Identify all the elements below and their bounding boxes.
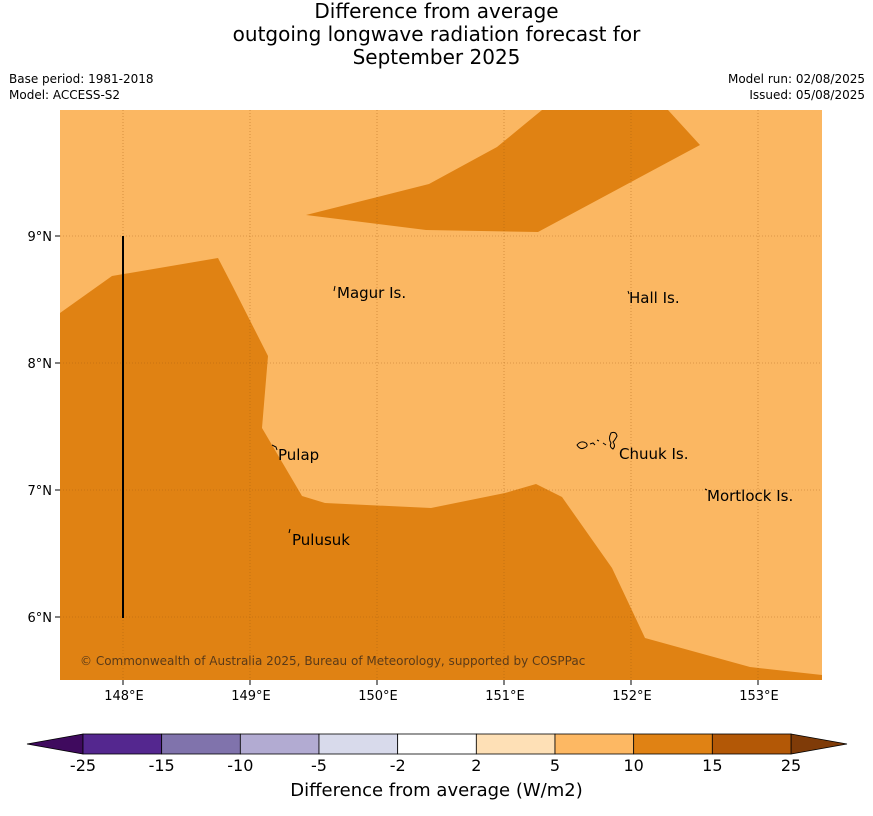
colorbar-tick-label: -10 xyxy=(227,756,253,775)
lon-tick-label: 149°E xyxy=(231,689,271,704)
issued-date: Issued: 05/08/2025 xyxy=(749,88,865,102)
island-magur-icon xyxy=(333,285,336,292)
anomaly-region-north xyxy=(306,110,700,232)
latitude-labels: 9°N 8°N 7°N 6°N xyxy=(28,230,53,626)
colorbar-tick-label: 15 xyxy=(702,756,722,775)
island-pulusuk-icon xyxy=(288,528,291,534)
island-mortlock-icon xyxy=(704,488,708,491)
colorbar-tick-label: -25 xyxy=(70,756,96,775)
place-label: Chuuk Is. xyxy=(619,445,688,463)
lon-tick-label: 151°E xyxy=(485,689,525,704)
title-line-1: Difference from average xyxy=(314,0,559,23)
base-period: Base period: 1981-2018 xyxy=(9,72,154,86)
island-hall-icon xyxy=(627,290,630,295)
place-label: Magur Is. xyxy=(337,284,406,302)
longitude-labels: 148°E 149°E 150°E 151°E 152°E 153°E xyxy=(104,689,779,704)
colorbar-swatch xyxy=(475,733,556,755)
colorbar-swatch xyxy=(554,733,635,755)
colorbar-tick-label: -15 xyxy=(149,756,175,775)
island-chuuk-icon xyxy=(576,431,618,450)
place-label: Pulusuk xyxy=(292,531,350,549)
model-name: Model: ACCESS-S2 xyxy=(9,88,121,102)
lat-tick-label: 9°N xyxy=(28,230,53,245)
colorbar-swatch xyxy=(397,733,477,755)
colorbar-swatch xyxy=(239,733,320,755)
island-outlines xyxy=(271,285,708,534)
place-label: Mortlock Is. xyxy=(707,487,793,505)
island-pulap-icon xyxy=(271,444,278,451)
meta-left: Base period: 1981-2018 Model: ACCESS-S2 xyxy=(9,71,154,103)
title-line-2: outgoing longwave radiation forecast for xyxy=(232,22,641,46)
model-run: Model run: 02/08/2025 xyxy=(727,72,865,86)
lat-tick-label: 8°N xyxy=(28,357,53,372)
anomaly-region-main xyxy=(60,258,822,680)
colorbar-extend-low xyxy=(26,733,84,755)
place-label: Pulap xyxy=(278,446,319,464)
colorbar-label: Difference from average (W/m2) xyxy=(290,780,583,801)
colorbar-swatch xyxy=(633,733,713,755)
place-label: Hall Is. xyxy=(629,289,680,307)
colorbar: -25 -15 -10 -5 -2 2 5 10 15 25 xyxy=(26,733,848,775)
copyright-notice: © Commonwealth of Australia 2025, Bureau… xyxy=(80,654,585,668)
colorbar-swatch xyxy=(711,733,792,755)
colorbar-tick-label: 25 xyxy=(781,756,801,775)
lon-tick-label: 152°E xyxy=(612,689,652,704)
axis-tick-marks xyxy=(55,235,759,685)
colorbar-swatch xyxy=(161,733,241,755)
lat-tick-label: 6°N xyxy=(28,611,53,626)
chart-title: Difference from average outgoing longwav… xyxy=(0,0,873,69)
lon-tick-label: 148°E xyxy=(104,689,144,704)
colorbar-tick-label: 10 xyxy=(623,756,643,775)
meta-right: Model run: 02/08/2025 Issued: 05/08/2025 xyxy=(728,71,865,103)
colorbar-tick-label: 2 xyxy=(471,756,481,775)
lon-tick-label: 150°E xyxy=(358,689,398,704)
lat-tick-label: 7°N xyxy=(28,484,53,499)
colorbar-tick-label: -2 xyxy=(390,756,406,775)
title-line-3: September 2025 xyxy=(352,45,521,69)
place-labels: Magur Is. Hall Is. Pulap Chuuk Is. Mortl… xyxy=(278,284,793,549)
colorbar-tick-label: 5 xyxy=(550,756,560,775)
colorbar-swatch xyxy=(82,733,163,755)
lon-tick-label: 153°E xyxy=(739,689,779,704)
colorbar-tick-label: -5 xyxy=(311,756,327,775)
colorbar-extend-high xyxy=(790,733,848,755)
colorbar-swatch xyxy=(318,733,399,755)
